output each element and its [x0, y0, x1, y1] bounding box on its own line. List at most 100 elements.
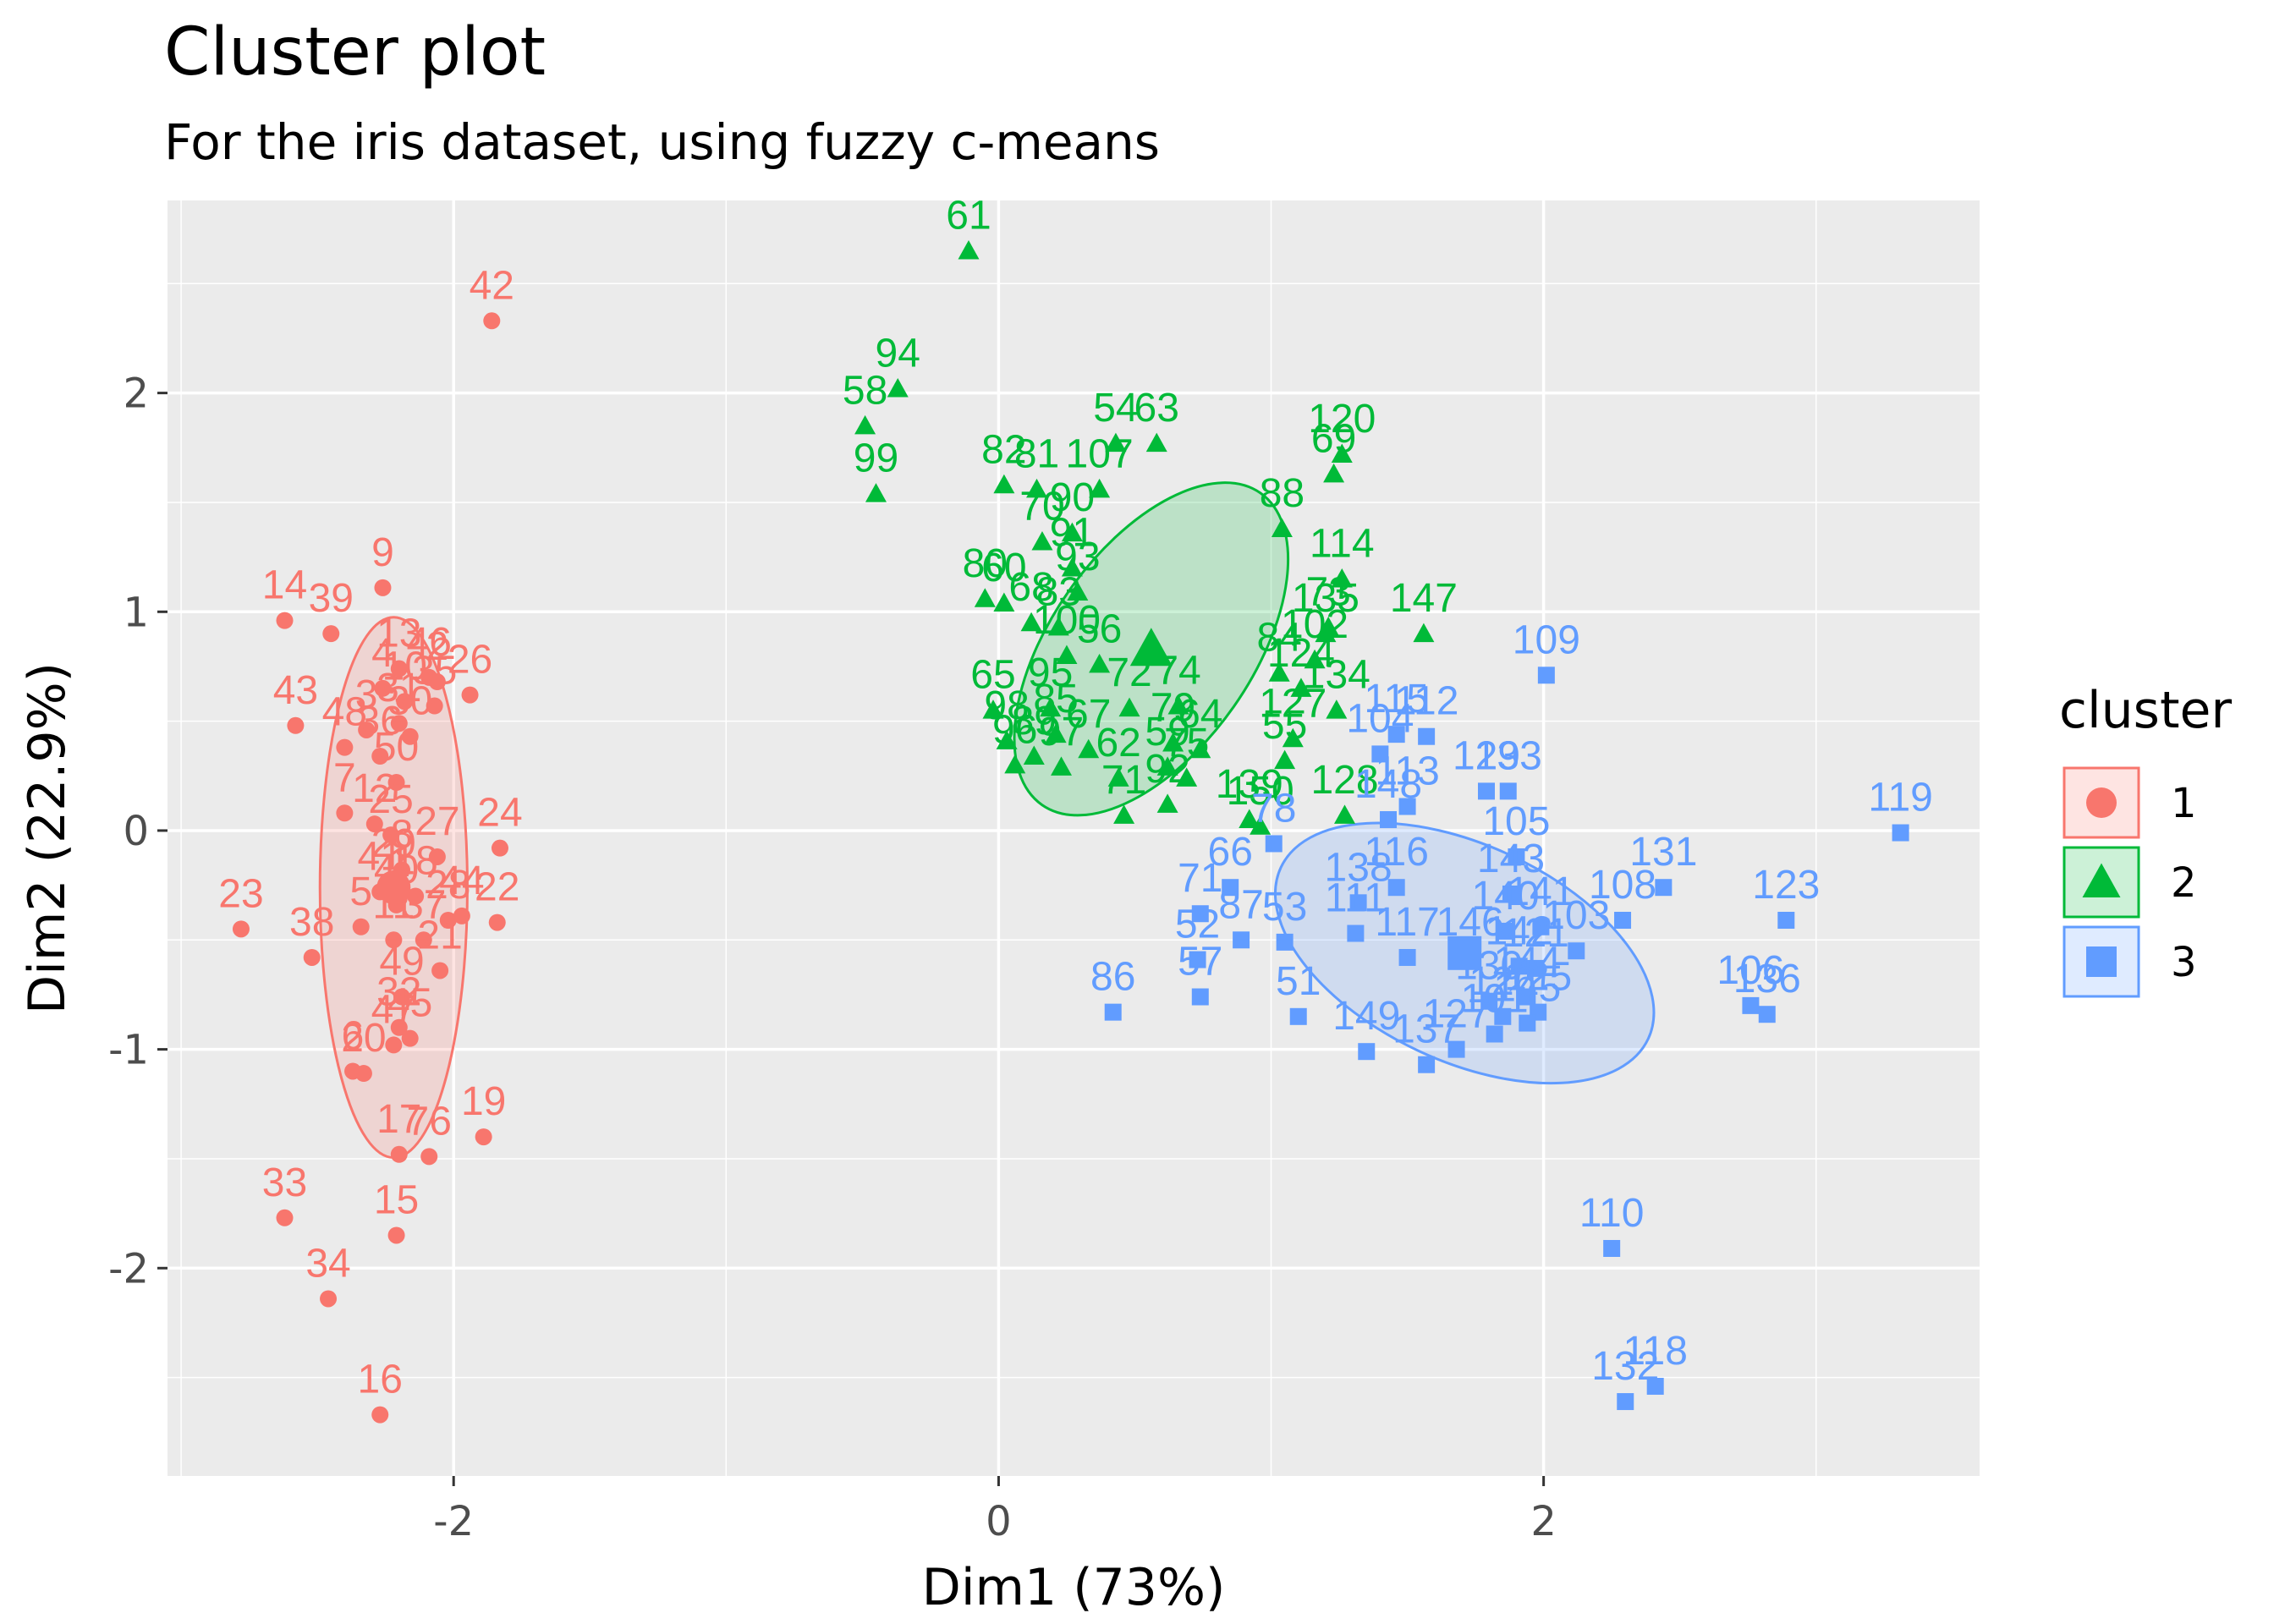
- point-cluster-1: [365, 815, 383, 833]
- point-label: 111: [1325, 876, 1387, 921]
- point-label: 15: [374, 1177, 419, 1222]
- point-label: 105: [1482, 799, 1550, 844]
- point-cluster-1: [352, 918, 370, 935]
- point-cluster-2: [1089, 653, 1111, 673]
- point-label: 139: [1216, 762, 1283, 807]
- point-cluster-2: [1051, 756, 1073, 776]
- point-cluster-3: [1499, 782, 1517, 800]
- point-label: 58: [843, 368, 887, 413]
- y-tick-label: 2: [123, 370, 149, 418]
- point-cluster-3: [1447, 1040, 1465, 1058]
- point-label: 33: [262, 1160, 307, 1205]
- point-label: 84: [1256, 616, 1301, 661]
- point-cluster-1: [396, 693, 414, 710]
- point-cluster-3: [1104, 1003, 1122, 1021]
- point-label: 108: [1589, 863, 1656, 908]
- point-label: 138: [1325, 845, 1392, 890]
- point-cluster-3: [1519, 988, 1536, 1006]
- point-label: 80: [963, 541, 1008, 586]
- point-label: 79: [1151, 685, 1195, 730]
- point-label: 69: [1311, 416, 1356, 461]
- point-label: 137: [1392, 1007, 1460, 1052]
- point-label: 125: [1504, 955, 1572, 1000]
- legend-symbol-2: [2082, 863, 2121, 897]
- point-label: 10: [382, 644, 427, 689]
- point-label: 67: [1066, 692, 1111, 737]
- point-cluster-1: [475, 1128, 492, 1146]
- point-cluster-2: [1145, 432, 1167, 453]
- point-cluster-3: [1502, 885, 1519, 903]
- point-cluster-3: [1655, 879, 1673, 897]
- point-label: 45: [387, 981, 432, 1026]
- point-label: 43: [273, 668, 318, 713]
- point-cluster-2: [1274, 749, 1296, 770]
- point-cluster-2: [1282, 727, 1304, 748]
- point-cluster-2: [854, 414, 876, 435]
- point-label: 61: [946, 193, 991, 238]
- point-cluster-2: [1156, 793, 1178, 813]
- point-label: 101: [1461, 977, 1529, 1022]
- point-cluster-1: [276, 612, 294, 629]
- point-cluster-1: [320, 1290, 338, 1308]
- point-label: 27: [415, 799, 459, 844]
- point-cluster-3: [1494, 1007, 1512, 1025]
- point-label: 91: [1050, 511, 1095, 556]
- point-label: 93: [1055, 535, 1100, 579]
- point-label: 96: [992, 707, 1037, 752]
- x-tick-label: 2: [1530, 1498, 1557, 1545]
- y-tick-label: 0: [123, 808, 149, 855]
- point-label: 141: [1507, 870, 1574, 914]
- point-label: 86: [1090, 955, 1135, 1000]
- point-cluster-2: [1167, 695, 1189, 715]
- point-label: 23: [218, 871, 263, 916]
- point-label: 25: [368, 777, 413, 822]
- point-cluster-3: [1358, 1043, 1376, 1061]
- point-label: 140: [1471, 874, 1539, 919]
- point-cluster-1: [439, 911, 457, 929]
- point-label: 22: [475, 865, 519, 910]
- point-cluster-3: [1347, 924, 1365, 942]
- legend-symbol-3: [2086, 946, 2117, 977]
- point-cluster-2: [1156, 756, 1178, 776]
- point-cluster-3: [1477, 782, 1495, 800]
- point-label: 145: [1493, 966, 1561, 1011]
- point-cluster-1: [385, 931, 403, 949]
- point-cluster-2: [1326, 700, 1348, 719]
- point-cluster-2: [1031, 531, 1053, 551]
- point-cluster-1: [276, 1209, 294, 1226]
- cluster-center-3: [1447, 935, 1482, 970]
- legend-symbol-1: [2086, 787, 2117, 818]
- point-label: 120: [1308, 397, 1376, 442]
- point-cluster-3: [1537, 667, 1555, 684]
- point-cluster-3: [1349, 894, 1367, 912]
- point-label: 49: [379, 940, 424, 985]
- cluster-center-1: [376, 870, 411, 905]
- point-label: 95: [1028, 650, 1073, 695]
- point-label: 71: [1178, 856, 1222, 901]
- point-label: 60: [981, 546, 1026, 590]
- legend-label-3: 3: [2171, 939, 2197, 986]
- point-cluster-1: [390, 660, 408, 678]
- point-label: 29: [371, 821, 416, 866]
- point-label: 16: [358, 1358, 403, 1402]
- point-label: 38: [289, 900, 334, 945]
- point-label: 92: [1145, 747, 1189, 792]
- point-cluster-2: [1067, 581, 1089, 601]
- point-cluster-1: [287, 716, 305, 734]
- point-label: 89: [1012, 699, 1057, 743]
- point-cluster-2: [993, 474, 1015, 494]
- point-cluster-3: [1191, 988, 1209, 1006]
- point-label: 135: [1292, 576, 1359, 621]
- point-label: 115: [1364, 677, 1429, 721]
- point-label: 129: [1453, 733, 1520, 778]
- point-cluster-3: [1380, 811, 1398, 829]
- legend-label-1: 1: [2171, 780, 2197, 827]
- point-label: 44: [439, 859, 484, 903]
- point-cluster-1: [374, 679, 392, 697]
- point-cluster-1: [385, 1036, 403, 1054]
- point-label: 128: [1310, 758, 1378, 803]
- point-cluster-1: [387, 774, 405, 792]
- point-label: 32: [376, 970, 421, 1015]
